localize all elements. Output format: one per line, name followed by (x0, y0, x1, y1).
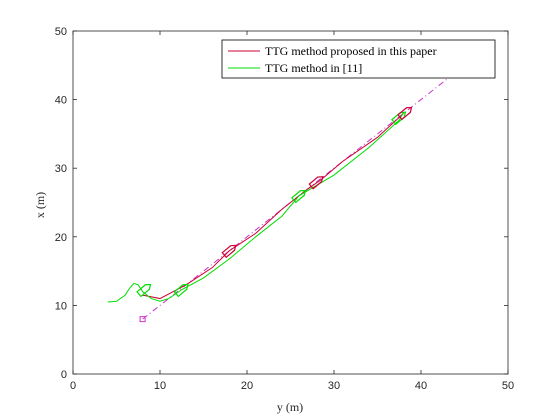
x-axis: 0 10 20 30 40 50 (70, 31, 514, 392)
vehicle-proposed (397, 106, 413, 121)
plot-area (72, 30, 509, 375)
x-tick-label: 20 (241, 380, 253, 392)
y-tick-label: 40 (55, 95, 67, 107)
vehicle-ref (291, 189, 307, 204)
legend-box (221, 39, 496, 79)
series-line-0 (142, 112, 404, 300)
y-tick-label: 30 (55, 163, 67, 175)
y-axis-label: x (m) (33, 192, 47, 218)
x-tick-label: 30 (328, 380, 340, 392)
x-tick-label: 40 (415, 380, 427, 392)
y-tick-label: 0 (61, 369, 67, 381)
x-tick-label: 50 (502, 380, 514, 392)
y-axis: 0 10 20 30 40 50 (55, 26, 508, 381)
vehicle-proposed (308, 176, 324, 190)
vehicle-ref (173, 283, 189, 298)
x-tick-label: 10 (154, 380, 166, 392)
legend: TTG method proposed in this paper TTG me… (221, 39, 496, 79)
legend-entry-proposed: TTG method proposed in this paper (265, 44, 437, 58)
vehicle-proposed (221, 244, 237, 259)
y-tick-label: 20 (55, 232, 67, 244)
vehicle-ref (136, 283, 152, 298)
x-axis-label: y (m) (277, 400, 303, 414)
start-marker (139, 316, 146, 323)
y-tick-label: 50 (55, 26, 67, 38)
x-tick-label: 0 (70, 380, 76, 392)
series-line-1 (107, 111, 405, 303)
y-tick-label: 10 (55, 300, 67, 312)
legend-entry-ref: TTG method in [11] (265, 61, 362, 75)
